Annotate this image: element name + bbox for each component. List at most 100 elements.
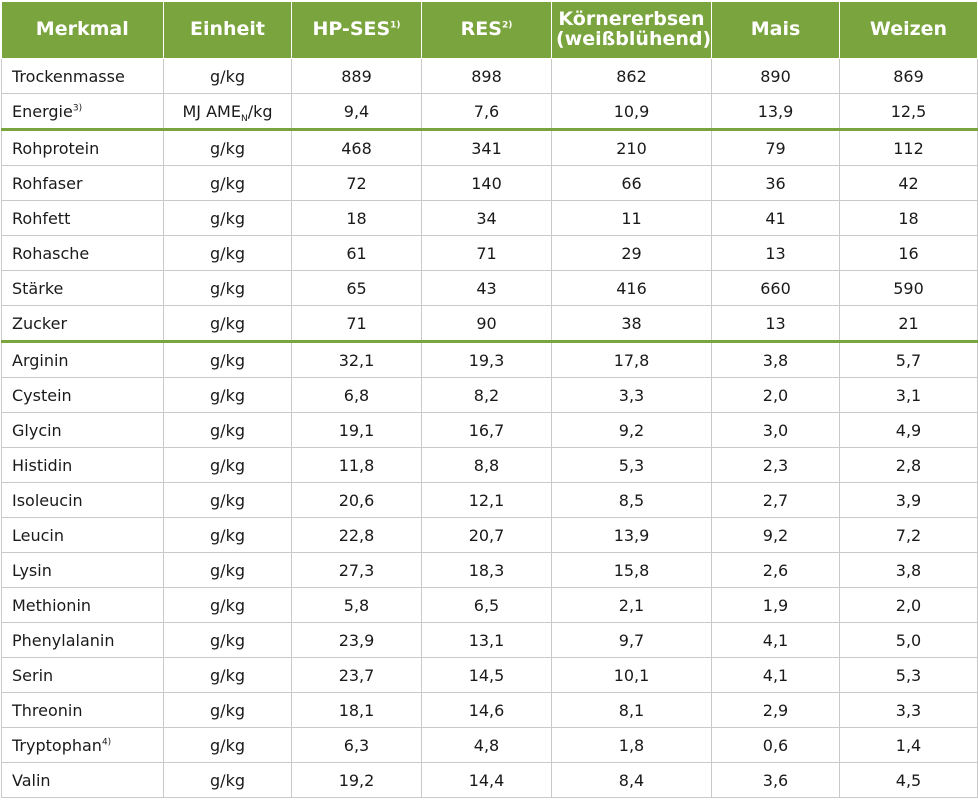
value-cell: 5,7 bbox=[839, 340, 978, 378]
value-cell: 2,1 bbox=[551, 587, 712, 623]
feature-label: Serin bbox=[12, 665, 54, 685]
feature-cell: Histidin bbox=[1, 447, 164, 483]
value-cell: 12,5 bbox=[839, 93, 978, 130]
unit-label: g/kg bbox=[210, 350, 245, 370]
value-cell: 5,3 bbox=[551, 447, 712, 483]
value-cell: 19,1 bbox=[291, 412, 422, 448]
column-header-label: Weizen bbox=[869, 18, 948, 41]
value-cell: 4,1 bbox=[711, 622, 840, 658]
value-cell: 13,9 bbox=[711, 93, 840, 130]
value-cell: 14,6 bbox=[421, 692, 552, 728]
table-row: Leucin g/kg 22,8 20,7 13,9 9,2 7,2 bbox=[1, 517, 978, 553]
unit-label: g/kg bbox=[210, 66, 245, 86]
value-cell: 2,0 bbox=[839, 587, 978, 623]
feature-cell: Stärke bbox=[1, 270, 164, 306]
value-cell: 9,4 bbox=[291, 93, 422, 130]
value-cell: 18 bbox=[839, 200, 978, 236]
feature-label: Leucin bbox=[12, 525, 64, 545]
feature-cell: Isoleucin bbox=[1, 482, 164, 518]
unit-label: g/kg bbox=[210, 560, 245, 580]
value-cell: 416 bbox=[551, 270, 712, 306]
unit-label: g/kg bbox=[210, 525, 245, 545]
value-cell: 1,8 bbox=[551, 727, 712, 763]
unit-label: g/kg bbox=[210, 595, 245, 615]
table-row: Rohprotein g/kg 468 341 210 79 112 bbox=[1, 128, 978, 166]
table-row: Valin g/kg 19,2 14,4 8,4 3,6 4,5 bbox=[1, 762, 978, 798]
unit-cell: g/kg bbox=[163, 270, 292, 306]
unit-cell: g/kg bbox=[163, 235, 292, 271]
value-cell: 11 bbox=[551, 200, 712, 236]
value-cell: 23,9 bbox=[291, 622, 422, 658]
feature-label: Zucker bbox=[12, 313, 68, 333]
value-cell: 13,9 bbox=[551, 517, 712, 553]
unit-label: g/kg bbox=[210, 700, 245, 720]
table-body: Trockenmasse g/kg 889 898 862 890 869 Energie3)… bbox=[1, 58, 978, 798]
unit-label: g/kg bbox=[210, 278, 245, 298]
value-cell: 16,7 bbox=[421, 412, 552, 448]
table-row: Cystein g/kg 6,8 8,2 3,3 2,0 3,1 bbox=[1, 377, 978, 413]
value-cell: 20,6 bbox=[291, 482, 422, 518]
feature-cell: Threonin bbox=[1, 692, 164, 728]
feature-cell: Phenylalanin bbox=[1, 622, 164, 658]
value-cell: 8,4 bbox=[551, 762, 712, 798]
unit-cell: g/kg bbox=[163, 58, 292, 94]
value-cell: 590 bbox=[839, 270, 978, 306]
feature-label: Histidin bbox=[12, 455, 73, 475]
value-cell: 4,9 bbox=[839, 412, 978, 448]
value-cell: 38 bbox=[551, 305, 712, 342]
value-cell: 18,3 bbox=[421, 552, 552, 588]
unit-cell: g/kg bbox=[163, 340, 292, 378]
unit-cell: g/kg bbox=[163, 762, 292, 798]
unit-cell: g/kg bbox=[163, 552, 292, 588]
value-cell: 210 bbox=[551, 128, 712, 166]
value-cell: 869 bbox=[839, 58, 978, 94]
feature-cell: Zucker bbox=[1, 305, 164, 342]
feature-cell: Rohfett bbox=[1, 200, 164, 236]
column-header: HP-SES1) bbox=[291, 1, 422, 59]
value-cell: 2,7 bbox=[711, 482, 840, 518]
unit-cell: g/kg bbox=[163, 377, 292, 413]
table-row: Arginin g/kg 32,1 19,3 17,8 3,8 5,7 bbox=[1, 340, 978, 378]
value-cell: 19,2 bbox=[291, 762, 422, 798]
value-cell: 13 bbox=[711, 235, 840, 271]
value-cell: 3,9 bbox=[839, 482, 978, 518]
unit-cell: g/kg bbox=[163, 622, 292, 658]
table-row: Energie3) MJ AMEN/kg 9,4 7,6 10,9 13,9 12,5 bbox=[1, 93, 978, 130]
table-row: Trockenmasse g/kg 889 898 862 890 869 bbox=[1, 58, 978, 94]
column-header-label: Mais bbox=[750, 18, 801, 41]
value-cell: 5,3 bbox=[839, 657, 978, 693]
footnote-marker: 3) bbox=[72, 103, 83, 114]
unit-suffix: /kg bbox=[247, 101, 273, 121]
feature-label: Rohasche bbox=[12, 243, 90, 263]
unit-cell: g/kg bbox=[163, 165, 292, 201]
feature-cell: Tryptophan4) bbox=[1, 727, 164, 763]
feature-cell: Glycin bbox=[1, 412, 164, 448]
table-row: Stärke g/kg 65 43 416 660 590 bbox=[1, 270, 978, 306]
value-cell: 8,2 bbox=[421, 377, 552, 413]
feature-cell: Energie3) bbox=[1, 93, 164, 130]
unit-cell: g/kg bbox=[163, 447, 292, 483]
unit-cell: MJ AMEN/kg bbox=[163, 93, 292, 130]
value-cell: 27,3 bbox=[291, 552, 422, 588]
value-cell: 5,0 bbox=[839, 622, 978, 658]
feature-cell: Trockenmasse bbox=[1, 58, 164, 94]
unit-cell: g/kg bbox=[163, 128, 292, 166]
column-header-label: Körnererbsen (weißblühend) bbox=[556, 8, 712, 50]
unit-cell: g/kg bbox=[163, 200, 292, 236]
feature-cell: Valin bbox=[1, 762, 164, 798]
value-cell: 13 bbox=[711, 305, 840, 342]
unit-label: g/kg bbox=[210, 735, 245, 755]
value-cell: 29 bbox=[551, 235, 712, 271]
value-cell: 140 bbox=[421, 165, 552, 201]
unit-cell: g/kg bbox=[163, 517, 292, 553]
unit-label: g/kg bbox=[210, 208, 245, 228]
column-header-label: Merkmal bbox=[35, 18, 129, 41]
value-cell: 71 bbox=[291, 305, 422, 342]
table-row: Methionin g/kg 5,8 6,5 2,1 1,9 2,0 bbox=[1, 587, 978, 623]
unit-label: g/kg bbox=[210, 385, 245, 405]
table-row: Rohfett g/kg 18 34 11 41 18 bbox=[1, 200, 978, 236]
value-cell: 16 bbox=[839, 235, 978, 271]
unit-cell: g/kg bbox=[163, 482, 292, 518]
value-cell: 41 bbox=[711, 200, 840, 236]
